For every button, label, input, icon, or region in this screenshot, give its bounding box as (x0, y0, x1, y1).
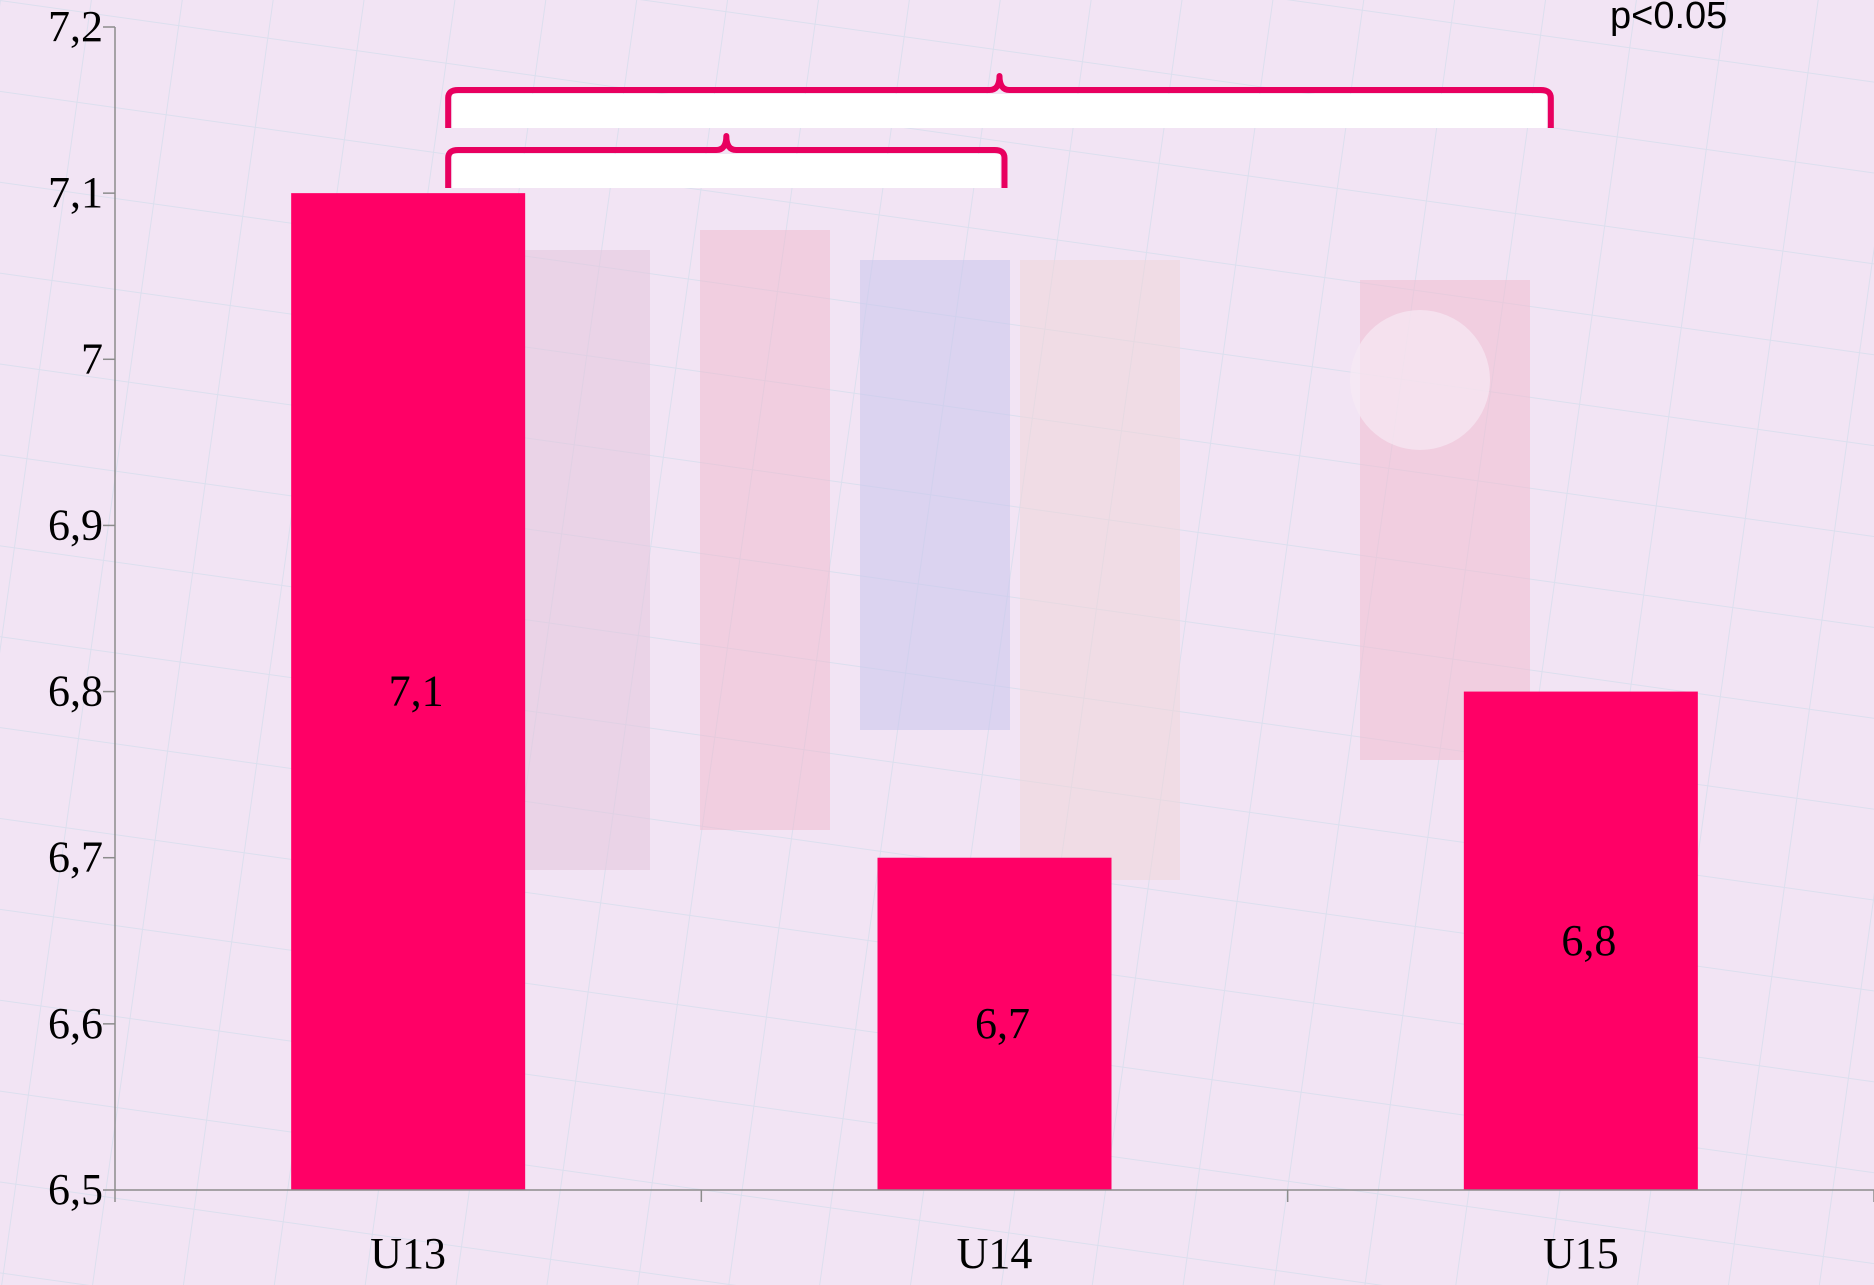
x-axis-ticks: U13 U14 U15 (114, 1190, 1874, 1278)
bracket-u13-u14-fill (452, 154, 1001, 188)
bracket-u13-u15-fill (452, 94, 1547, 128)
x-category-label: U14 (957, 1229, 1033, 1278)
bar-u14 (877, 857, 1112, 1190)
data-labels: 7,1 6,7 6,8 (389, 667, 1617, 1048)
bar-u15 (1463, 691, 1698, 1190)
y-tick-label: 6,7 (48, 833, 103, 882)
y-tick-label: 6,9 (48, 500, 103, 549)
bracket-u13-u14 (445, 133, 1008, 188)
y-tick-label: 6,5 (48, 1165, 103, 1214)
y-tick-label: 7,1 (48, 168, 103, 217)
data-label-u14: 6,7 (975, 999, 1030, 1048)
significance-label: p<0.05 (1610, 0, 1727, 37)
bracket-u13-u15 (445, 73, 1554, 128)
y-tick-label: 7,2 (48, 2, 103, 51)
bar-u13 (291, 193, 526, 1191)
y-tick-label: 6,8 (48, 667, 103, 716)
data-label-u15: 6,8 (1561, 916, 1616, 965)
significance-brackets (445, 73, 1554, 188)
y-tick-label: 7 (81, 334, 103, 383)
x-category-label: U15 (1543, 1229, 1619, 1278)
y-tick-label: 6,6 (48, 999, 103, 1048)
data-label-u13: 7,1 (389, 667, 444, 716)
x-category-label: U13 (370, 1229, 446, 1278)
bars-group (291, 193, 1698, 1191)
axes-group (114, 27, 1874, 1191)
y-axis-ticks: 6,5 6,6 6,7 6,8 6,9 7 7,1 7,2 (48, 2, 115, 1214)
